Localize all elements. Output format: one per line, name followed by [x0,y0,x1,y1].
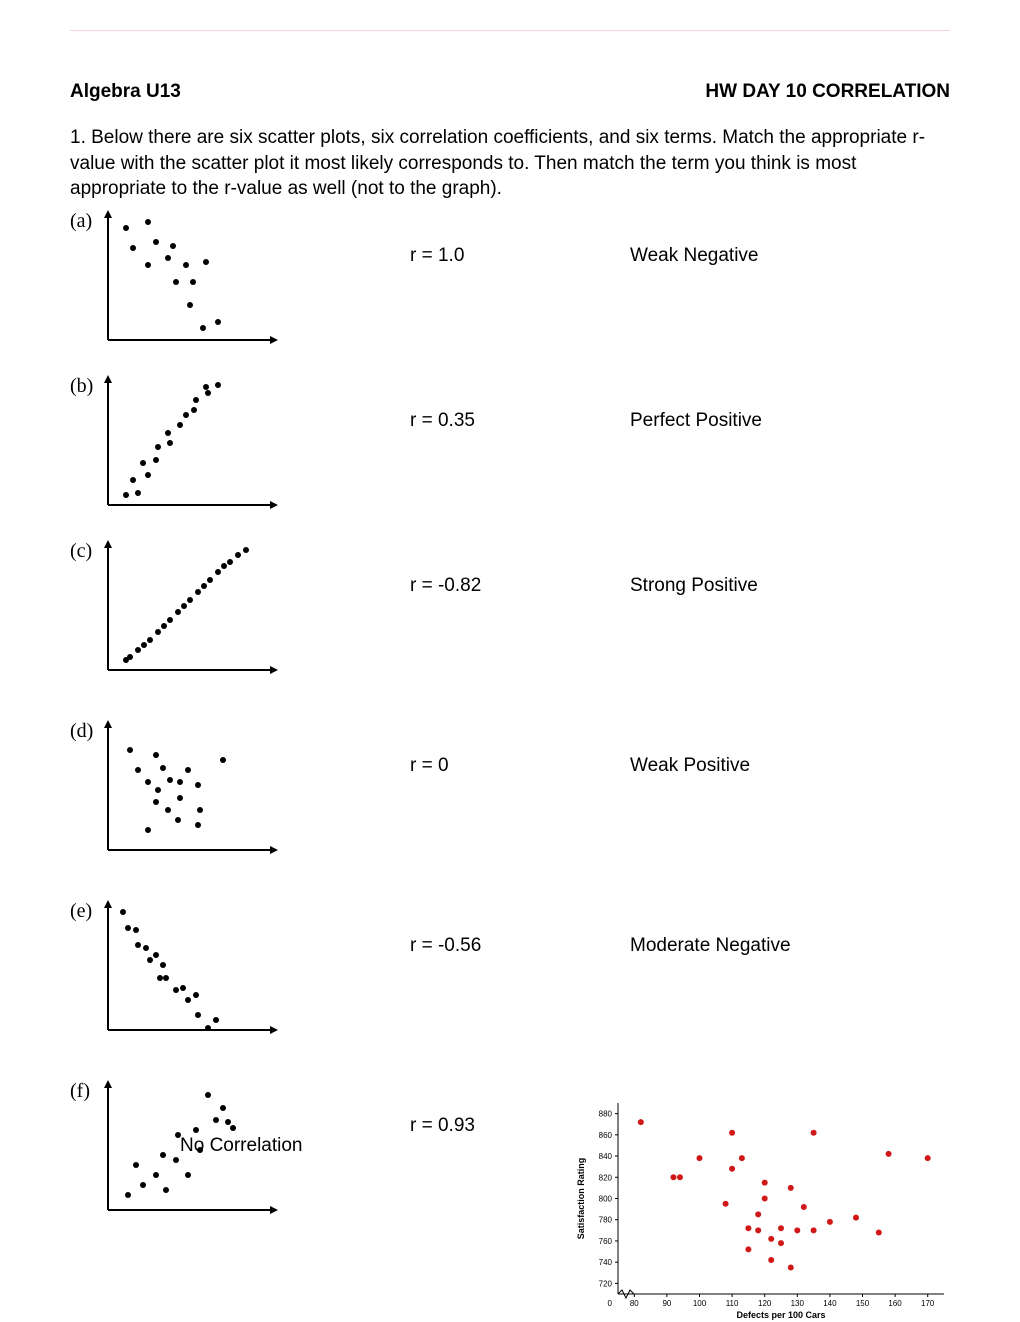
svg-text:160: 160 [888,1299,902,1308]
svg-text:140: 140 [823,1299,837,1308]
r-value-e: r = -0.56 [410,900,630,1080]
scatter-plot-e [98,900,278,1040]
r-value-a: r = 1.0 [410,210,630,375]
svg-text:80: 80 [630,1299,639,1308]
svg-text:110: 110 [726,1299,739,1308]
term-d: Weak Positive [630,720,950,900]
worksheet-page: Algebra U13 HW DAY 10 CORRELATION 1. Bel… [0,0,1020,1320]
plot-cell-b: (b) [70,375,410,540]
r-value-c: r = -0.82 [410,540,630,720]
header-row: Algebra U13 HW DAY 10 CORRELATION [70,81,950,103]
plot-cell-d: (d) [70,720,410,900]
svg-text:170: 170 [921,1299,935,1308]
svg-text:130: 130 [791,1299,805,1308]
svg-text:720: 720 [599,1279,613,1288]
plot-cell-c: (c) [70,540,410,720]
term-b: Perfect Positive [630,375,950,540]
svg-text:760: 760 [599,1237,613,1246]
top-divider [70,30,950,31]
overlay-no-correlation: No Correlation [180,1135,303,1157]
svg-text:740: 740 [599,1258,613,1267]
svg-text:840: 840 [599,1152,613,1161]
svg-text:150: 150 [856,1299,870,1308]
scatter-plot-a [98,210,278,350]
plot-label-c: (c) [70,540,98,563]
r-value-b: r = 0.35 [410,375,630,540]
term-e: Moderate Negative [630,900,950,1080]
instructions-text: 1. Below there are six scatter plots, si… [70,125,950,202]
scatter-plot-d [98,720,278,860]
scatter-plot-c [98,540,278,680]
plot-label-a: (a) [70,210,98,233]
satisfaction-rating-chart: 720 740 760 780 800 820 840 860 880 80 90 100 110 120… [570,1097,950,1322]
svg-text:820: 820 [599,1173,613,1182]
term-a: Weak Negative [630,210,950,375]
svg-text:780: 780 [599,1216,613,1225]
term-f: 7207407607808008208408608808090100110120… [630,1080,950,1245]
svg-text:880: 880 [599,1110,613,1119]
svg-text:100: 100 [693,1299,707,1308]
term-c: Strong Positive [630,540,950,720]
svg-text:0: 0 [608,1299,613,1308]
plot-cell-f: (f) No Correlation [70,1080,410,1245]
scatter-plot-b [98,375,278,515]
svg-text:120: 120 [758,1299,772,1308]
svg-text:800: 800 [599,1194,613,1203]
plot-label-d: (d) [70,720,98,743]
worksheet-grid: (a) r = 1.0 Weak Negative (b) r = 0.35 P… [70,210,950,1245]
plot-cell-e: (e) [70,900,410,1080]
plot-cell-a: (a) [70,210,410,375]
r-value-d: r = 0 [410,720,630,900]
plot-label-b: (b) [70,375,98,398]
plot-label-f: (f) [70,1080,98,1103]
plot-label-e: (e) [70,900,98,923]
svg-text:90: 90 [662,1299,671,1308]
svg-text:Satisfaction Rating: Satisfaction Rating [576,1158,586,1240]
header-right: HW DAY 10 CORRELATION [705,81,950,103]
svg-text:Defects per 100 Cars: Defects per 100 Cars [736,1310,825,1320]
header-left: Algebra U13 [70,81,181,103]
svg-text:860: 860 [599,1131,613,1140]
